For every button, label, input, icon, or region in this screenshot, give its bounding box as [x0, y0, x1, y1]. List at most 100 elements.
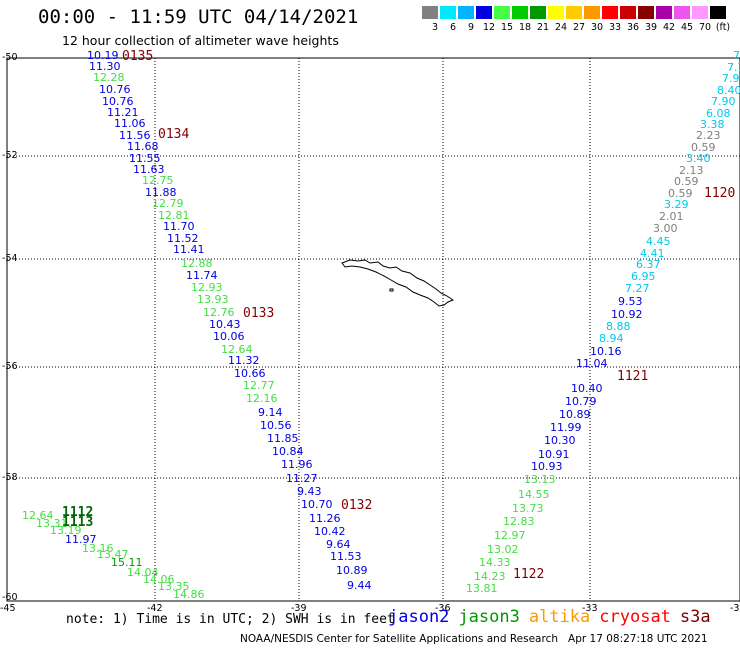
color-scale-tick: 70 — [698, 22, 712, 33]
wave-height-label: 6.37 — [636, 258, 661, 271]
color-swatch — [602, 6, 618, 19]
wave-height-label: 12.93 — [191, 281, 223, 294]
color-scale-tick: 36 — [626, 22, 640, 33]
wave-height-label: 12.81 — [158, 209, 190, 222]
wave-height-label: 10.66 — [234, 367, 266, 380]
wave-height-label: 2.13 — [679, 164, 704, 177]
wave-height-label: 12.76 — [203, 306, 235, 319]
wave-height-label: 6.95 — [631, 270, 656, 283]
wave-height-label: 7.27 — [625, 282, 650, 295]
color-scale-tick: 30 — [590, 22, 604, 33]
wave-height-label: 7.7 — [727, 61, 740, 74]
wave-height-label: 4.41 — [640, 247, 665, 260]
wave-height-label: 13.93 — [197, 293, 229, 306]
wave-height-label: 10.16 — [590, 345, 622, 358]
track-label: 0135 — [122, 49, 154, 64]
wave-height-label: 2.01 — [659, 210, 684, 223]
wave-height-label: 11.27 — [286, 472, 318, 485]
legend-entry-s3a: s3a — [679, 607, 711, 627]
wave-height-label: 12.64 — [22, 509, 54, 522]
longitude-label: -36 — [435, 603, 451, 614]
wave-height-label: 2.23 — [696, 129, 721, 142]
color-scale-tick: 18 — [518, 22, 532, 33]
wave-height-label: 10.91 — [538, 448, 570, 461]
wave-height-label: 12.79 — [152, 197, 184, 210]
color-swatch — [620, 6, 636, 19]
color-scale-tick: 15 — [500, 22, 514, 33]
wave-height-label: 13.31 — [36, 517, 68, 530]
wave-height-label: 10.92 — [611, 308, 643, 321]
wave-height-label: 10.42 — [314, 525, 346, 538]
wave-height-label: 14.04 — [127, 566, 159, 579]
wave-height-label: 11.99 — [550, 421, 582, 434]
wave-height-label: 10.76 — [102, 95, 134, 108]
wave-height-label: 11.96 — [281, 458, 313, 471]
wave-height-label: 11.53 — [330, 550, 362, 563]
wave-height-label: 11.04 — [576, 357, 608, 370]
wave-height-label: 14.86 — [173, 588, 205, 601]
wave-height-label: 10.84 — [272, 445, 304, 458]
wave-height-label: 14.23 — [474, 570, 506, 583]
wave-height-label: 8.88 — [606, 320, 631, 333]
color-swatch — [440, 6, 456, 19]
wave-height-label: 3.29 — [664, 198, 689, 211]
footer-credit: NOAA/NESDIS Center for Satellite Applica… — [240, 633, 708, 645]
wave-height-label: 0.59 — [691, 141, 716, 154]
wave-height-label: 11.70 — [163, 220, 195, 233]
note-text: note: 1) Time is in UTC; 2) SWH is in fe… — [66, 612, 395, 627]
color-swatch — [674, 6, 690, 19]
color-swatch — [530, 6, 546, 19]
shag-rocks-islet — [389, 288, 394, 292]
wave-height-label: 13.35 — [158, 580, 190, 593]
wave-height-label: 10.76 — [99, 83, 131, 96]
map-title: 00:00 - 11:59 UTC 04/14/2021 — [38, 6, 359, 28]
longitude-label: -45 — [0, 603, 16, 614]
track-label: 0132 — [341, 498, 373, 513]
south-georgia-coastline — [341, 259, 455, 307]
latitude-label: -60 — [2, 592, 18, 603]
color-swatch — [656, 6, 672, 19]
color-swatch — [710, 6, 726, 19]
wave-height-label: 13.19 — [50, 524, 82, 537]
latitude-label: -50 — [2, 52, 18, 63]
wave-height-label: 12.64 — [221, 343, 253, 356]
wave-height-label: 12.88 — [181, 257, 213, 270]
wave-height-label: 10.43 — [209, 318, 241, 331]
latitude-label: -56 — [2, 361, 18, 372]
wave-height-label: 10.89 — [336, 564, 368, 577]
wave-height-label: 14.55 — [518, 488, 550, 501]
color-scale-tick: 27 — [572, 22, 586, 33]
wave-height-label: 11.52 — [167, 232, 199, 245]
wave-height-label: 9.43 — [297, 485, 322, 498]
latitude-label: -52 — [2, 150, 18, 161]
wave-height-label: 9.44 — [347, 579, 372, 592]
satellite-legend: jason2 jason3 altika cryosat s3a — [388, 607, 720, 627]
track-label: 1121 — [617, 369, 649, 384]
wave-height-label: 3.40 — [686, 152, 711, 165]
color-swatch — [476, 6, 492, 19]
color-swatch — [692, 6, 708, 19]
longitude-label: -33 — [582, 603, 598, 614]
wave-height-label: 0.59 — [674, 175, 699, 188]
track-label: 1120 — [704, 186, 736, 201]
graticule — [7, 58, 740, 601]
latitude-label: -54 — [2, 253, 18, 264]
wave-height-label: 12.97 — [494, 529, 526, 542]
legend-entry-cryosat: cryosat — [599, 607, 671, 627]
wave-height-label: 11.55 — [129, 152, 161, 165]
wave-height-label: 10.30 — [544, 434, 576, 447]
track-label: 1122 — [513, 567, 545, 582]
wave-height-label: 9.64 — [326, 538, 351, 551]
wave-height-label: 11.63 — [133, 163, 165, 176]
map-subtitle: 12 hour collection of altimeter wave hei… — [62, 33, 339, 48]
wave-height-label: 3.38 — [700, 118, 725, 131]
wave-height-label: 13.02 — [487, 543, 519, 556]
wave-height-label: 13.73 — [512, 502, 544, 515]
wave-height-label: 12.28 — [93, 71, 125, 84]
wave-height-label: 12.77 — [243, 379, 275, 392]
color-scale-tick: 9 — [467, 22, 475, 33]
color-scale-tick: 6 — [449, 22, 457, 33]
color-scale-tick: 24 — [554, 22, 568, 33]
legend-entry-jason2: jason2 — [388, 607, 450, 627]
